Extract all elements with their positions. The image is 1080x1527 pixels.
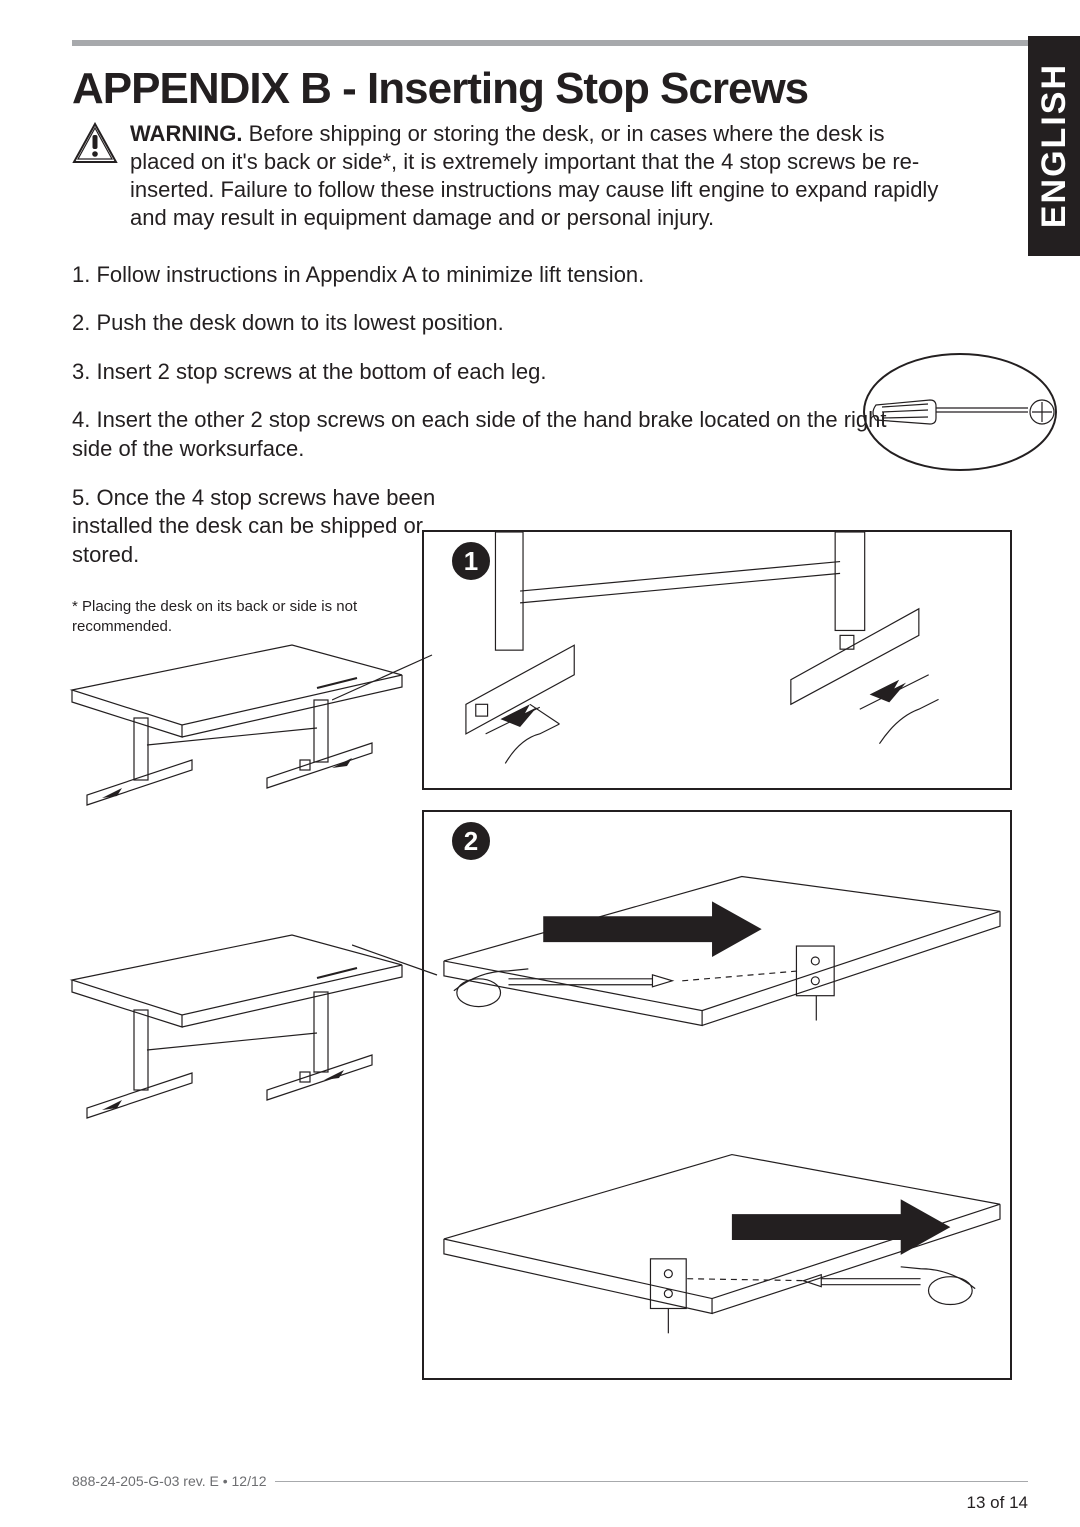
callout-bubble-2: 2: [450, 820, 492, 862]
panel-2: [422, 810, 1012, 1380]
panel-1: [422, 530, 1012, 790]
step-1: 1. Follow instructions in Appendix A to …: [72, 261, 912, 290]
callout-bubble-1: 1: [450, 540, 492, 582]
screwdriver-icon: [860, 350, 1060, 475]
doc-revision: 888-24-205-G-03 rev. E • 12/12: [72, 1473, 267, 1489]
warning-label: WARNING.: [130, 121, 242, 146]
step-4: 4. Insert the other 2 stop screws on eac…: [72, 406, 912, 463]
warning-block: WARNING. Before shipping or storing the …: [72, 120, 952, 233]
desk-overview-1: [62, 610, 412, 820]
leader-line-2: [352, 940, 442, 990]
page-number: 13 of 14: [967, 1493, 1028, 1513]
diagram-area: 1: [72, 530, 1028, 1447]
footer: 888-24-205-G-03 rev. E • 12/12: [72, 1473, 1028, 1489]
page-container: APPENDIX B - Inserting Stop Screws WARNI…: [0, 0, 1080, 1527]
leader-line-1: [332, 650, 442, 710]
warning-triangle-icon: [72, 122, 118, 164]
warning-body: Before shipping or storing the desk, or …: [130, 121, 938, 230]
page-title: APPENDIX B - Inserting Stop Screws: [72, 64, 1028, 114]
footer-rule: [275, 1481, 1028, 1482]
top-rule: [72, 40, 1028, 46]
step-2: 2. Push the desk down to its lowest posi…: [72, 309, 912, 338]
warning-text: WARNING. Before shipping or storing the …: [130, 120, 952, 233]
step-3: 3. Insert 2 stop screws at the bottom of…: [72, 358, 912, 387]
